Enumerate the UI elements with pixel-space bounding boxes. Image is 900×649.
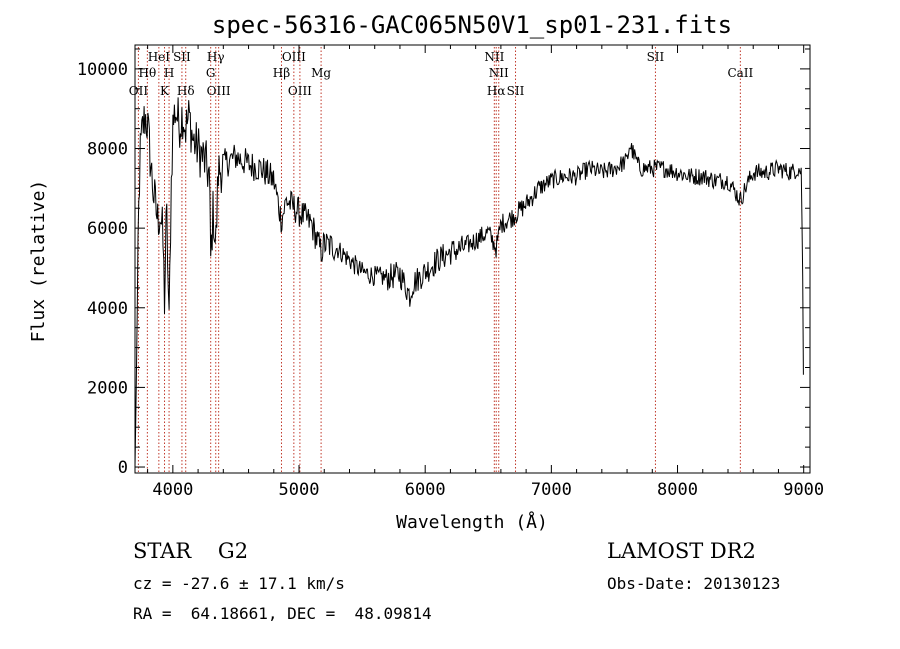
object-class: STAR G2	[133, 539, 248, 563]
coordinates-info: RA = 64.18661, DEC = 48.09814	[133, 604, 432, 623]
x-tick-label: 5000	[279, 480, 320, 500]
survey-name: LAMOST DR2	[607, 539, 756, 563]
observation-date: Obs-Date: 20130123	[607, 574, 780, 593]
line-label: Hθ	[139, 66, 157, 80]
line-label: Hγ	[207, 50, 225, 64]
line-label: OIII	[288, 84, 312, 98]
spectral-line-labels: OII Hθ HeI KH SII Hδ G Hγ OIII Hβ OIII OIII Mg NII Hα N…	[129, 50, 754, 98]
y-axis-label: Flux (relative)	[28, 180, 49, 343]
x-tick-label: 8000	[657, 480, 698, 500]
y-tick-label: 10000	[77, 60, 128, 80]
x-tick-label: 7000	[531, 480, 572, 500]
x-tick-label: 4000	[152, 480, 193, 500]
line-label: OIII	[282, 50, 306, 64]
line-label: G	[206, 66, 216, 80]
redshift-info: cz = -27.6 ± 17.1 km/s	[133, 574, 345, 593]
y-tick-label: 2000	[87, 378, 128, 398]
spectral-line-markers	[137, 47, 741, 473]
line-label: OIII	[207, 84, 231, 98]
line-label: NII	[489, 66, 509, 80]
spectrum-series-line	[134, 97, 804, 468]
y-tick-label: 6000	[87, 219, 128, 239]
line-label: SII	[173, 50, 191, 64]
line-label: Hα	[487, 84, 506, 98]
chart-title: spec-56316-GAC065N50V1_sp01-231.fits	[212, 11, 732, 39]
y-axis-ticks: 0 2000 4000 6000 8000 10000	[77, 48, 810, 478]
line-label: HeI	[148, 50, 171, 64]
line-label: OII	[129, 84, 149, 98]
y-tick-label: 8000	[87, 140, 128, 160]
x-axis-ticks: 4000 5000 6000 7000 8000 9000	[147, 45, 824, 500]
plot-frame	[134, 44, 811, 474]
x-tick-label: 6000	[405, 480, 446, 500]
line-label: CaII	[727, 66, 753, 80]
x-axis-label: Wavelength (Å)	[396, 511, 548, 533]
line-label: Hδ	[177, 84, 195, 98]
line-label: SII	[507, 84, 525, 98]
line-label: NII	[484, 50, 504, 64]
y-tick-label: 0	[118, 458, 128, 478]
x-tick-label: 9000	[783, 480, 824, 500]
y-tick-label: 4000	[87, 299, 128, 319]
line-label: Hβ	[273, 66, 290, 80]
line-label: Mg	[311, 66, 331, 80]
line-label: H	[164, 66, 174, 80]
line-label: SII	[647, 50, 665, 64]
line-label: K	[160, 84, 170, 98]
